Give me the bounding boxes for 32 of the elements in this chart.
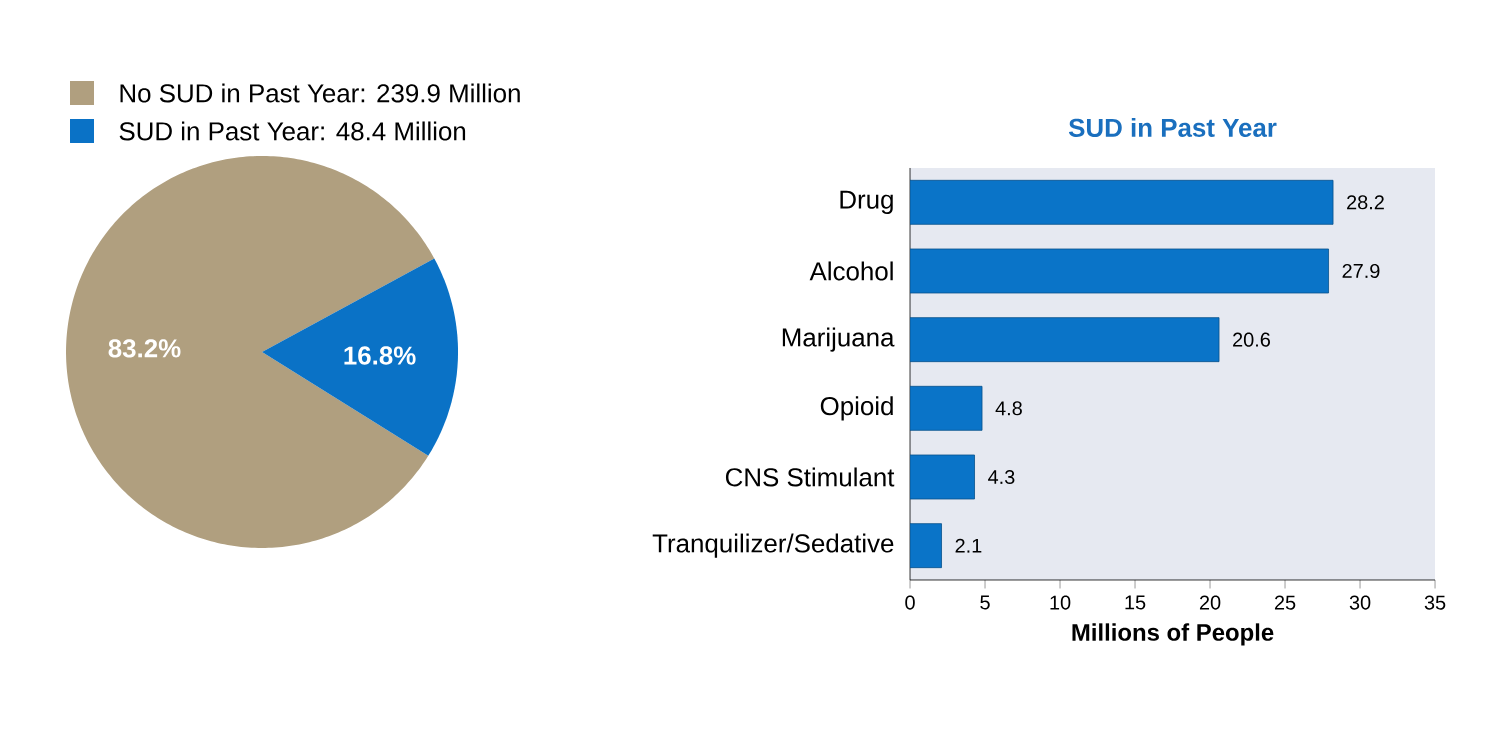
data-label: 27.9	[1342, 263, 1380, 279]
x-tick-label: 20	[1199, 595, 1221, 610]
legend-label: SUD in Past Year: 48.4 Million	[119, 121, 466, 141]
bar	[910, 454, 975, 500]
x-tick-label: 25	[1274, 595, 1296, 610]
legend-label: No SUD in Past Year: 239.9 Million	[120, 83, 520, 103]
x-tick-label: 30	[1349, 595, 1371, 610]
x-tick-label: 5	[980, 595, 990, 610]
y-tick-label: Opioid	[820, 396, 893, 421]
data-label: 16.8%	[344, 346, 416, 365]
data-label: 83.2%	[108, 339, 181, 358]
bar	[910, 385, 983, 431]
data-label: 2.1	[955, 538, 982, 553]
data-label: 4.3	[988, 469, 1015, 485]
y-tick-label: CNS Stimulant	[725, 467, 895, 487]
data-label: 4.8	[995, 401, 1022, 416]
data-label: 20.6	[1233, 332, 1270, 347]
bar	[910, 248, 1329, 294]
x-tick-label: 35	[1424, 595, 1446, 610]
bar	[910, 317, 1220, 363]
y-tick-label: Tranquilizer/Sedative	[652, 533, 894, 558]
x-axis-title: Millions of People	[1072, 623, 1274, 646]
x-tick-label: 10	[1050, 595, 1071, 610]
y-tick-label: Alcohol	[809, 261, 893, 281]
x-tick-label: 15	[1125, 595, 1146, 610]
bar	[910, 523, 942, 569]
y-tick-label: Marijuana	[782, 327, 895, 352]
y-tick-label: Drug	[840, 190, 893, 214]
chart-title: SUD in Past Year	[1068, 117, 1277, 137]
data-label: 28.2	[1347, 195, 1384, 210]
x-tick-label: 0	[905, 595, 915, 610]
bar	[910, 179, 1334, 225]
